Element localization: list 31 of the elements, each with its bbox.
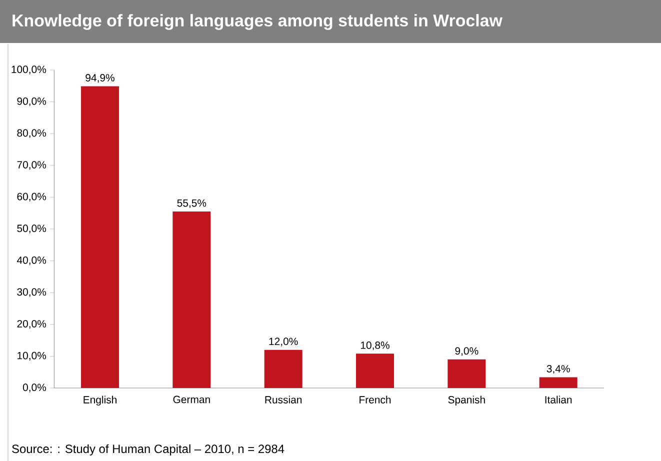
- y-tick-label: 30,0%: [17, 288, 46, 297]
- bar: [264, 350, 302, 388]
- x-tick-label: Russian: [265, 396, 302, 404]
- y-tick-label: 10,0%: [18, 352, 46, 361]
- y-tick-label: 20,0%: [17, 320, 46, 329]
- y-tick-label: 80,0%: [17, 129, 46, 138]
- y-tick-label: 90,0%: [17, 97, 46, 106]
- x-tick-label: French: [360, 396, 391, 404]
- y-tick-label: 100,0%: [12, 66, 46, 74]
- bar: [448, 359, 486, 388]
- bar: [356, 354, 394, 388]
- y-tick-label: 60,0%: [17, 192, 46, 202]
- x-tick-label: Italian: [545, 396, 572, 404]
- x-tick-label: Spanish: [448, 396, 485, 406]
- bar: [539, 377, 578, 388]
- x-tick-label: German: [173, 396, 210, 404]
- bar: [172, 212, 211, 388]
- y-tick-label: 40,0%: [16, 256, 46, 266]
- data-label: 10,8%: [360, 342, 390, 350]
- y-tick-label: 50,0%: [17, 224, 46, 234]
- source-note: Source: : Study of Human Capital – 2010, n = 2984: [12, 444, 284, 456]
- y-tick-label: 0,0%: [22, 384, 46, 392]
- y-tick-label: 70,0%: [17, 161, 46, 170]
- chart-title: Knowledge of foreign languages among students in Wroclaw: [12, 14, 502, 30]
- data-label: 94,9%: [86, 74, 114, 83]
- data-label: 3,4%: [546, 365, 570, 374]
- data-label: 55,5%: [177, 199, 206, 208]
- x-tick-label: English: [84, 396, 116, 406]
- bar: [81, 86, 119, 388]
- data-label: 12,0%: [269, 338, 298, 346]
- data-label: 9,0%: [455, 347, 478, 356]
